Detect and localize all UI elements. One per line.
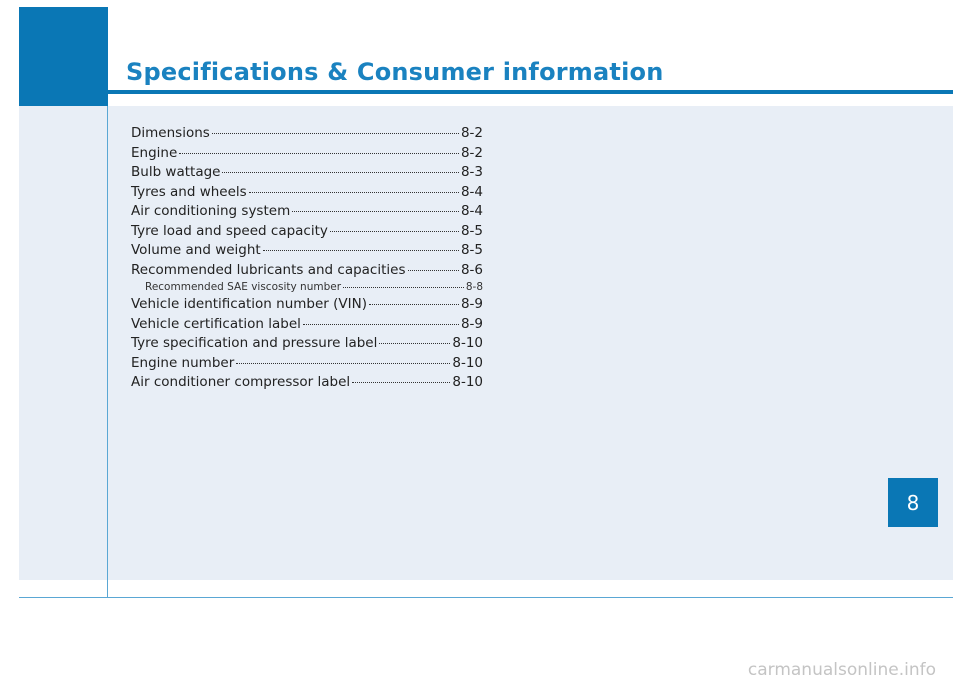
toc-entry-label: Dimensions — [131, 125, 210, 141]
toc-entry[interactable]: Engine 8-2 — [131, 144, 483, 164]
watermark: carmanualsonline.info — [747, 660, 936, 680]
toc-entry-page: 8-10 — [452, 354, 483, 371]
toc-entry-label: Vehicle certification label — [131, 315, 301, 332]
title-underline — [108, 90, 953, 94]
toc-leader-dots — [379, 343, 451, 344]
toc-entry-label: Bulb wattage — [131, 164, 221, 180]
toc-entry-label: Recommended lubricants and capacities — [131, 261, 406, 278]
toc-entry-page: 8-5 — [460, 222, 483, 239]
toc-entry-page: 8-3 — [460, 164, 483, 180]
toc-leader-dots — [292, 211, 459, 212]
toc-entry[interactable]: Tyres and wheels 8-4 — [131, 183, 483, 203]
toc-entry-label: Tyres and wheels — [131, 183, 247, 200]
margin-divider — [107, 106, 108, 598]
corner-block — [19, 7, 108, 106]
toc-entry[interactable]: Tyre specification and pressure label 8-1… — [131, 334, 483, 354]
toc-entry-label: Vehicle identification number (VIN) — [131, 296, 367, 312]
toc-leader-dots — [302, 323, 459, 325]
toc-entry[interactable]: Tyre load and speed capacity 8-5 — [131, 222, 483, 242]
toc-entry[interactable]: Bulb wattage 8-3 — [131, 163, 483, 183]
toc-entry[interactable]: Dimensions 8-2 — [131, 124, 483, 144]
toc-entry-label: Engine — [131, 144, 178, 161]
toc-entry-page: 8-6 — [460, 261, 483, 278]
toc-entry[interactable]: Volume and weight 8-5 — [131, 241, 483, 261]
chapter-tab-number: 8 — [906, 490, 920, 515]
toc-entry-page: 8-9 — [460, 296, 483, 312]
page-title: Specifications & Consumer information — [126, 58, 664, 86]
toc-leader-dots — [368, 304, 459, 305]
toc-entry-page: 8-4 — [460, 203, 483, 219]
toc-entry-label: Air conditioning system — [131, 203, 291, 219]
toc-leader-dots — [407, 269, 459, 271]
toc-leader-dots — [211, 133, 459, 134]
toc-leader-dots — [329, 230, 459, 232]
toc-entry-page: 8-10 — [452, 374, 483, 390]
toc-entry-page: 8-4 — [460, 183, 483, 200]
toc-entry[interactable]: Recommended lubricants and capacities 8-6 — [131, 261, 483, 281]
toc-leader-dots — [343, 287, 464, 288]
toc-entry-label: Tyre load and speed capacity — [131, 222, 328, 239]
toc-leader-dots — [179, 152, 459, 154]
toc-entry-label: Air conditioner compressor label — [131, 374, 351, 390]
toc-leader-dots — [236, 362, 451, 364]
toc-entry-label: Recommended SAE viscosity number — [145, 281, 342, 293]
toc-leader-dots — [222, 172, 459, 173]
table-of-contents: Dimensions 8-2 Engine 8-2 Bulb wattage 8-3 Tyr… — [131, 124, 483, 393]
toc-entry-label: Engine number — [131, 354, 235, 371]
bottom-divider — [19, 597, 953, 598]
toc-entry[interactable]: Air conditioner compressor label 8-10 — [131, 373, 483, 393]
toc-entry[interactable]: Vehicle certification label 8-9 — [131, 315, 483, 335]
toc-leader-dots — [262, 250, 459, 251]
toc-entry-label: Tyre specification and pressure label — [131, 335, 378, 351]
content-panel — [19, 106, 953, 580]
toc-entry-label: Volume and weight — [131, 242, 261, 258]
toc-entry-page: 8-10 — [452, 335, 483, 351]
toc-entry[interactable]: Air conditioning system 8-4 — [131, 202, 483, 222]
toc-entry-page: 8-9 — [460, 315, 483, 332]
chapter-tab[interactable]: 8 — [888, 478, 938, 527]
toc-leader-dots — [352, 382, 451, 383]
toc-entry-page: 8-5 — [460, 242, 483, 258]
toc-entry[interactable]: Engine number 8-10 — [131, 354, 483, 374]
toc-entry-page: 8-2 — [460, 144, 483, 161]
toc-entry[interactable]: Vehicle identification number (VIN) 8-9 — [131, 295, 483, 315]
toc-leader-dots — [248, 191, 459, 193]
toc-entry-page: 8-8 — [465, 281, 483, 293]
toc-entry-page: 8-2 — [460, 125, 483, 141]
toc-subentry[interactable]: Recommended SAE viscosity number 8-8 — [131, 280, 483, 295]
